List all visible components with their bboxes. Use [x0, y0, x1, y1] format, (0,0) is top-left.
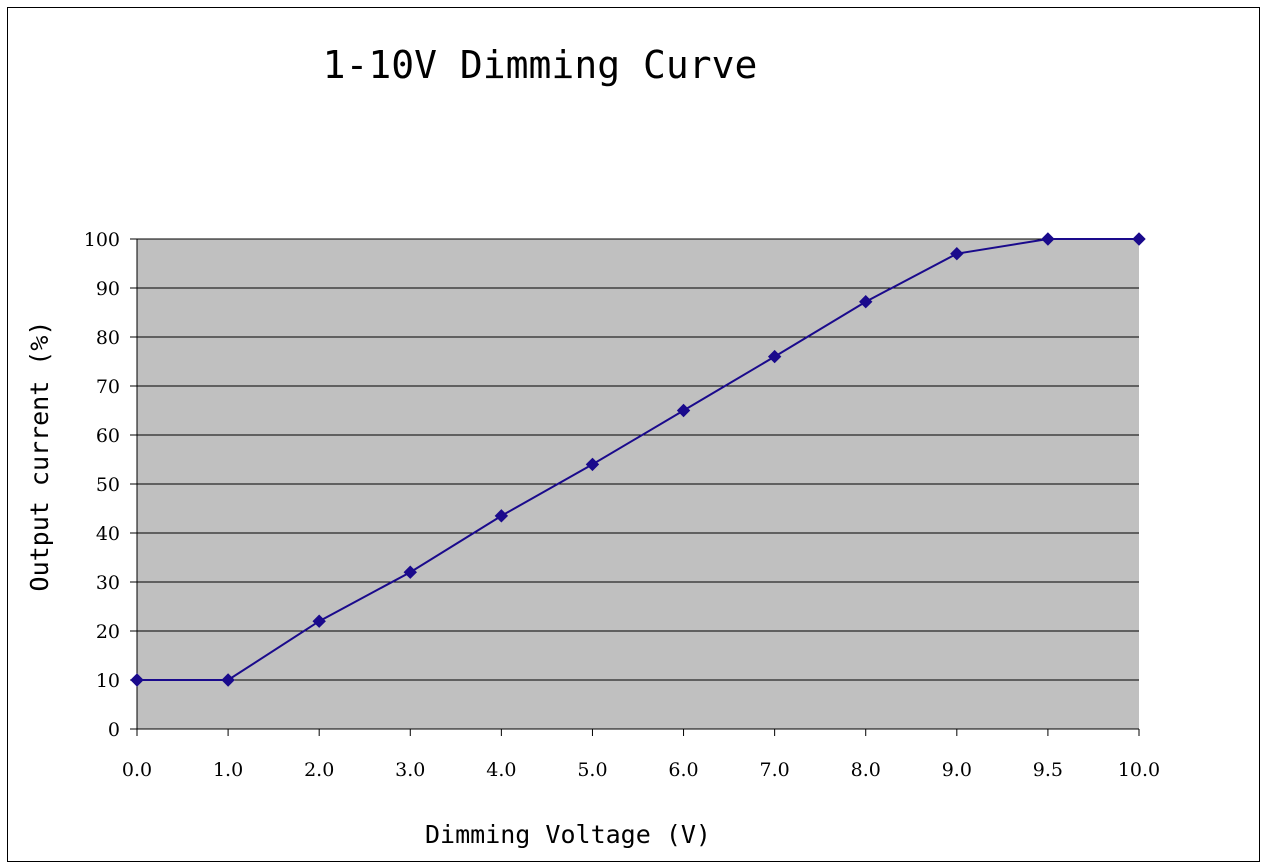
x-tick-label: 8.0: [851, 759, 881, 781]
y-tick-label: 30: [96, 572, 120, 594]
x-tick-label: 9.0: [942, 759, 972, 781]
x-tick-label: 2.0: [304, 759, 334, 781]
x-tick-label: 7.0: [760, 759, 790, 781]
axes: [130, 238, 1140, 736]
series-line: [137, 238, 1139, 681]
data-point-diamond-icon: [403, 565, 417, 579]
data-point-diamond-icon: [585, 457, 600, 472]
data-point-diamond-icon: [1041, 232, 1055, 246]
y-tick-label: 100: [84, 229, 120, 251]
y-tick-label: 10: [96, 670, 120, 692]
y-tick-label: 70: [96, 376, 120, 398]
y-tick-label: 80: [96, 327, 120, 349]
y-tick-label: 20: [96, 621, 120, 643]
x-tick-label: 9.5: [1033, 759, 1063, 781]
data-point-diamond-icon: [1132, 232, 1146, 246]
x-tick-label: 4.0: [486, 759, 516, 781]
x-tick-label: 10.0: [1118, 759, 1160, 781]
chart-frame: [7, 7, 1260, 862]
x-tick-label: 1.0: [213, 759, 243, 781]
x-tick-label: 5.0: [577, 759, 607, 781]
x-tick-label: 6.0: [668, 759, 698, 781]
y-tick-label: 0: [108, 719, 120, 741]
data-point-diamond-icon: [221, 673, 235, 687]
data-point-diamond-icon: [767, 349, 782, 364]
series-output-current: [130, 232, 1146, 687]
y-tick-label: 40: [96, 523, 120, 545]
y-tick-label: 90: [96, 278, 120, 300]
x-axis-label: Dimming Voltage (V): [425, 820, 711, 849]
y-tick-labels: 0 10 20 30 40 50 60 70 80 90 100: [84, 229, 120, 741]
y-axis-label: Output current (%): [25, 321, 54, 592]
chart-title: 1-10V Dimming Curve: [323, 43, 758, 87]
data-point-diamond-icon: [130, 673, 144, 687]
x-tick-label: 3.0: [395, 759, 425, 781]
x-tick-labels: 0.0 1.0 2.0 3.0 4.0 5.0 6.0 7.0 8.0 9.0 9.5 10.0: [122, 759, 1160, 781]
y-tick-label: 60: [96, 425, 120, 447]
x-tick-label: 0.0: [122, 759, 152, 781]
data-point-diamond-icon: [312, 614, 326, 628]
data-point-diamond-icon: [676, 403, 691, 418]
data-point-diamond-icon: [494, 509, 509, 523]
data-point-diamond-icon: [859, 295, 873, 309]
y-tick-label: 50: [96, 474, 120, 496]
data-point-diamond-icon: [950, 246, 964, 261]
